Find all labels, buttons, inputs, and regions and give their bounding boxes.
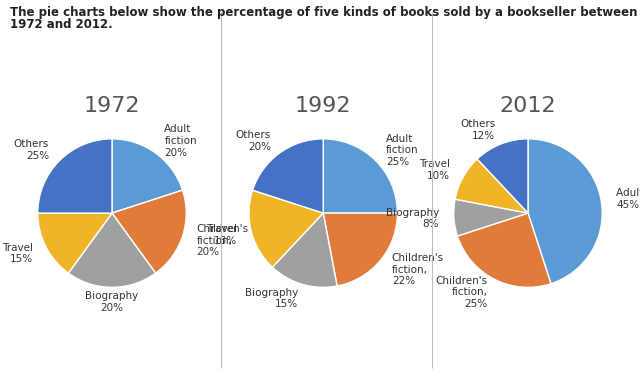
Wedge shape: [455, 159, 528, 213]
Wedge shape: [68, 213, 156, 287]
Wedge shape: [249, 190, 323, 267]
Wedge shape: [454, 199, 528, 236]
Wedge shape: [477, 139, 528, 213]
Text: 1972 and 2012.: 1972 and 2012.: [10, 18, 113, 30]
Title: 1972: 1972: [84, 96, 140, 116]
Text: The pie charts below show the percentage of five kinds of books sold by a bookse: The pie charts below show the percentage…: [10, 6, 637, 19]
Text: Adult
fiction
25%: Adult fiction 25%: [386, 133, 419, 167]
Text: Others
12%: Others 12%: [460, 120, 495, 141]
Text: Biography
15%: Biography 15%: [245, 288, 298, 309]
Text: Children's
fiction,
22%: Children's fiction, 22%: [392, 253, 444, 287]
Text: Travel
15%: Travel 15%: [2, 243, 33, 264]
Wedge shape: [323, 139, 397, 213]
Wedge shape: [528, 139, 602, 284]
Text: Others
20%: Others 20%: [236, 130, 271, 152]
Wedge shape: [38, 213, 112, 273]
Text: Adult
fiction
20%: Adult fiction 20%: [164, 124, 197, 158]
Text: Biography
8%: Biography 8%: [386, 208, 439, 230]
Text: Biography
20%: Biography 20%: [85, 291, 139, 313]
Text: Children's
fiction,
20%: Children's fiction, 20%: [196, 224, 249, 257]
Wedge shape: [112, 139, 182, 213]
Text: Travel
10%: Travel 10%: [419, 160, 450, 181]
Wedge shape: [38, 139, 112, 213]
Wedge shape: [273, 213, 337, 287]
Wedge shape: [112, 190, 186, 273]
Text: Others
25%: Others 25%: [13, 139, 49, 161]
Title: 1992: 1992: [295, 96, 351, 116]
Text: Travel
18%: Travel 18%: [206, 224, 237, 246]
Text: Children's
fiction,
25%: Children's fiction, 25%: [435, 276, 488, 309]
Title: 2012: 2012: [500, 96, 556, 116]
Text: Adult fiction
45%: Adult fiction 45%: [616, 188, 640, 210]
Wedge shape: [253, 139, 323, 213]
Wedge shape: [323, 213, 397, 286]
Wedge shape: [458, 213, 551, 287]
